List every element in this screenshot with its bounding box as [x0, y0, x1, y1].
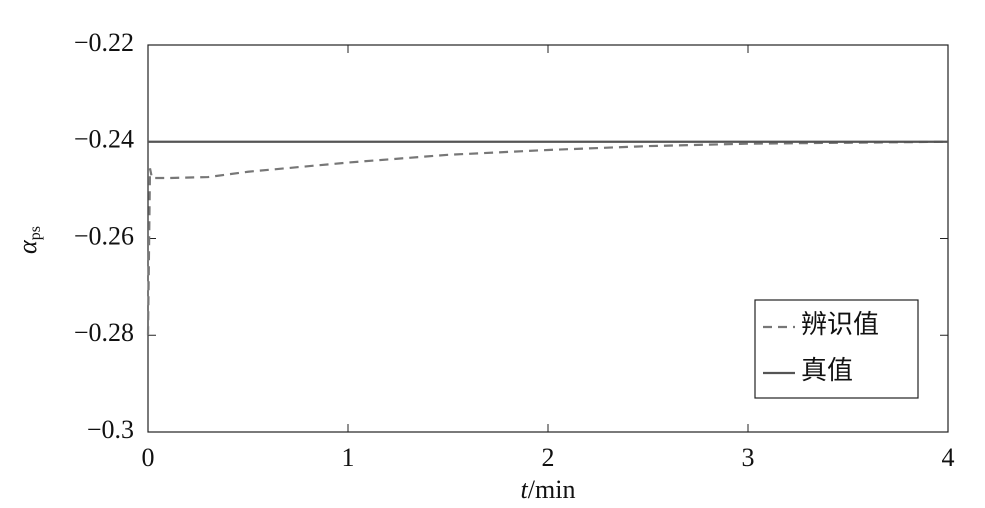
- x-tick-label: 3: [742, 443, 755, 472]
- y-label-symbol: α: [13, 239, 42, 254]
- x-tick-label: 2: [542, 443, 555, 472]
- y-tick-label: −0.3: [87, 415, 134, 444]
- y-axis-label: αps: [13, 226, 44, 254]
- y-tick-label: −0.28: [74, 318, 134, 347]
- x-tick-label: 1: [342, 443, 355, 472]
- y-tick-label: −0.24: [74, 125, 134, 154]
- legend-label: 真值: [801, 356, 853, 385]
- y-tick-label: −0.26: [74, 221, 134, 250]
- legend-box: [754, 299, 919, 399]
- x-tick-label: 4: [942, 443, 955, 472]
- x-axis-label: t/min: [521, 475, 576, 504]
- y-tick-label: −0.22: [74, 28, 134, 57]
- x-tick-label: 0: [142, 443, 155, 472]
- series-line: [146, 140, 949, 336]
- x-label-unit: /min: [528, 475, 576, 504]
- y-label-subscript: ps: [27, 226, 44, 240]
- x-label-symbol: t: [521, 475, 529, 504]
- legend-label: 辨识值: [801, 310, 879, 339]
